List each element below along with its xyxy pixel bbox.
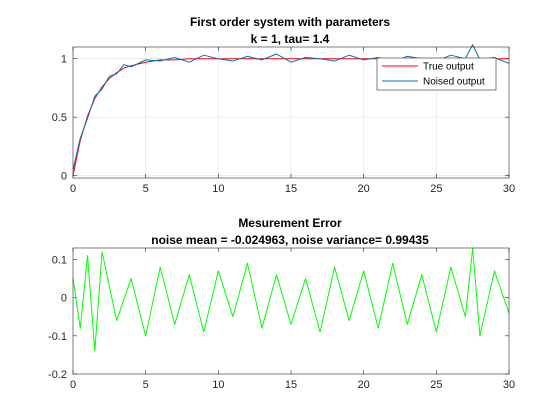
chart-subtitle: noise mean = -0.024963, noise variance= … <box>151 233 429 247</box>
subplot-step-response: First order system with parameters k = 1… <box>52 15 515 195</box>
x-tick-label: 30 <box>503 379 515 391</box>
y-tick-label: 1 <box>61 54 67 66</box>
x-tick-label: 20 <box>358 379 370 391</box>
legend-box <box>376 57 497 91</box>
chart-subtitle: k = 1, tau= 1.4 <box>251 32 330 46</box>
x-tick-label: 0 <box>70 379 76 391</box>
x-tick-label: 10 <box>212 183 224 195</box>
legend-label-true: True output <box>423 62 474 73</box>
measurement-error-line <box>72 247 510 352</box>
series-lines <box>72 247 510 352</box>
legend: True output Noised output <box>376 57 497 91</box>
axes-box <box>72 46 510 179</box>
subplot-measurement-error: Mesurement Error noise mean = -0.024963,… <box>48 216 515 391</box>
legend-label-noised: Noised output <box>423 77 485 88</box>
true-output-line <box>72 58 509 176</box>
axis-ticks: 0 5 10 15 20 25 30 -0.2 -0.1 0 0.1 <box>48 248 515 391</box>
y-tick-label: 0 <box>61 293 67 305</box>
y-tick-label: 0.5 <box>52 112 67 124</box>
x-tick-label: 15 <box>285 379 297 391</box>
x-tick-label: 10 <box>212 379 224 391</box>
x-tick-label: 20 <box>358 183 370 195</box>
chart-title: First order system with parameters <box>190 15 390 29</box>
axes-box <box>72 247 510 375</box>
y-tick-label: 0 <box>61 171 67 183</box>
x-tick-label: 0 <box>70 183 76 195</box>
x-tick-label: 5 <box>143 379 149 391</box>
x-tick-label: 25 <box>430 183 442 195</box>
x-tick-label: 5 <box>143 183 149 195</box>
chart-title: Mesurement Error <box>238 216 342 230</box>
x-tick-label: 15 <box>285 183 297 195</box>
y-tick-label: -0.1 <box>48 331 67 343</box>
y-tick-label: 0.1 <box>52 254 67 266</box>
x-tick-label: 25 <box>430 379 442 391</box>
x-tick-label: 30 <box>503 183 515 195</box>
y-tick-label: -0.2 <box>48 369 67 381</box>
axis-ticks: 0 5 10 15 20 25 30 0 0.5 1 <box>52 47 515 195</box>
